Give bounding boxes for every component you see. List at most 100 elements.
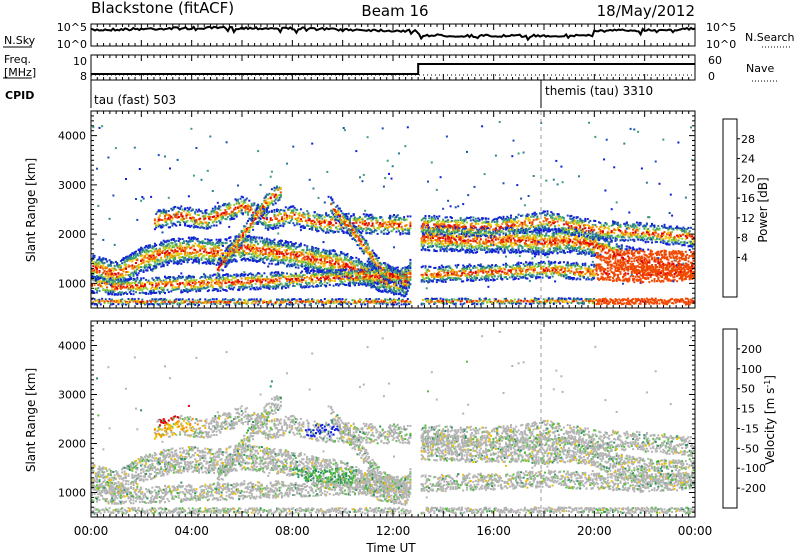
power-cell xyxy=(224,256,227,259)
power-cell xyxy=(345,271,348,274)
power-cell xyxy=(103,270,106,273)
power-cell xyxy=(308,248,311,251)
power-cell xyxy=(242,236,244,239)
power-cell xyxy=(119,300,122,303)
power-cell xyxy=(270,199,273,202)
freq-panel: Freq. [MHz] 10 8 60 0 Nave xyxy=(3,53,778,83)
power-cell xyxy=(107,269,110,272)
power-cell xyxy=(137,281,140,284)
power-cell xyxy=(176,254,179,257)
power-cell xyxy=(333,271,336,274)
power-cell xyxy=(296,219,299,222)
power-cell xyxy=(259,281,262,284)
power-cell xyxy=(219,261,222,264)
power-cell xyxy=(223,261,226,264)
power-cell xyxy=(258,260,261,263)
power-cell xyxy=(180,276,183,279)
power-cell xyxy=(258,280,261,283)
power-cell xyxy=(316,268,319,271)
power-cell xyxy=(322,241,325,244)
power-cell xyxy=(262,300,265,303)
power-cell xyxy=(313,253,316,255)
power-cell xyxy=(231,252,234,255)
power-cell xyxy=(347,301,350,304)
power-cell xyxy=(156,277,159,279)
power-cell xyxy=(153,245,156,247)
power-cell xyxy=(153,298,156,301)
power-cell xyxy=(186,283,189,286)
power-cell xyxy=(312,266,315,269)
power-cell xyxy=(148,245,151,248)
power-cell xyxy=(281,216,283,219)
power-cell xyxy=(248,245,251,248)
power-cell xyxy=(208,255,210,258)
power-cell xyxy=(189,225,192,228)
power-cell xyxy=(235,275,238,278)
power-cell xyxy=(313,275,316,278)
power-cell xyxy=(315,247,317,250)
power-cell xyxy=(340,257,343,260)
power-cell xyxy=(296,246,299,249)
power-cell xyxy=(260,250,263,253)
power-cell xyxy=(135,302,137,305)
power-cell xyxy=(307,214,310,217)
power-cell xyxy=(254,278,257,281)
power-cell xyxy=(270,257,273,260)
power-cell xyxy=(245,208,248,211)
power-cell xyxy=(257,260,260,262)
power-cell xyxy=(272,241,275,243)
power-cell xyxy=(184,252,187,255)
power-cell xyxy=(122,280,125,283)
power-cell xyxy=(252,217,255,220)
power-cell xyxy=(128,291,131,294)
power-cell xyxy=(133,146,136,149)
power-cell xyxy=(320,227,322,230)
power-cell xyxy=(288,259,291,262)
power-cell xyxy=(102,264,105,267)
power-cell xyxy=(127,264,130,267)
power-cell xyxy=(356,271,359,274)
power-cell xyxy=(277,261,280,263)
power-cell xyxy=(318,269,321,272)
power-cell xyxy=(245,286,248,289)
power-cell xyxy=(109,300,112,302)
power-cell xyxy=(335,301,338,304)
power-cell xyxy=(158,290,161,293)
power-cell xyxy=(255,221,258,224)
power-cell xyxy=(164,292,166,295)
power-cell xyxy=(297,255,300,258)
power-cell xyxy=(332,255,335,258)
power-cell xyxy=(341,281,344,284)
power-cell xyxy=(106,283,109,286)
power-cell xyxy=(190,217,193,220)
power-cell xyxy=(157,248,160,251)
power-cell xyxy=(180,205,183,208)
power-cell xyxy=(336,209,339,212)
power-cell xyxy=(214,273,217,276)
power-cell xyxy=(293,274,296,277)
power-cell xyxy=(349,220,351,223)
power-cell xyxy=(284,212,287,215)
power-cell xyxy=(268,251,271,254)
power-cell xyxy=(146,266,149,269)
power-cell xyxy=(330,209,333,212)
power-cell xyxy=(230,255,233,257)
power-cell xyxy=(196,222,199,225)
power-cell xyxy=(254,208,257,211)
power-cell xyxy=(284,283,287,286)
power-cell xyxy=(111,285,114,288)
power-cell xyxy=(259,249,262,252)
power-cell xyxy=(287,263,290,266)
power-cell xyxy=(307,255,310,258)
power-cell xyxy=(138,168,141,170)
power-cell xyxy=(315,285,317,288)
power-cell xyxy=(306,255,309,258)
power-cell xyxy=(118,275,121,278)
power-cell xyxy=(234,283,237,286)
power-cell xyxy=(277,283,280,286)
power-cell xyxy=(117,303,120,306)
power-cell xyxy=(203,273,205,276)
power-cell xyxy=(284,245,287,248)
power-cell xyxy=(214,288,217,290)
power-cell xyxy=(274,287,277,290)
